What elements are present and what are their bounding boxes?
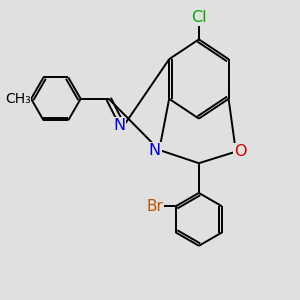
Text: O: O <box>234 144 247 159</box>
Text: Cl: Cl <box>191 10 207 25</box>
Text: Br: Br <box>146 199 163 214</box>
Text: CH₃: CH₃ <box>5 92 31 106</box>
Text: N: N <box>149 142 161 158</box>
Text: N: N <box>113 118 125 133</box>
